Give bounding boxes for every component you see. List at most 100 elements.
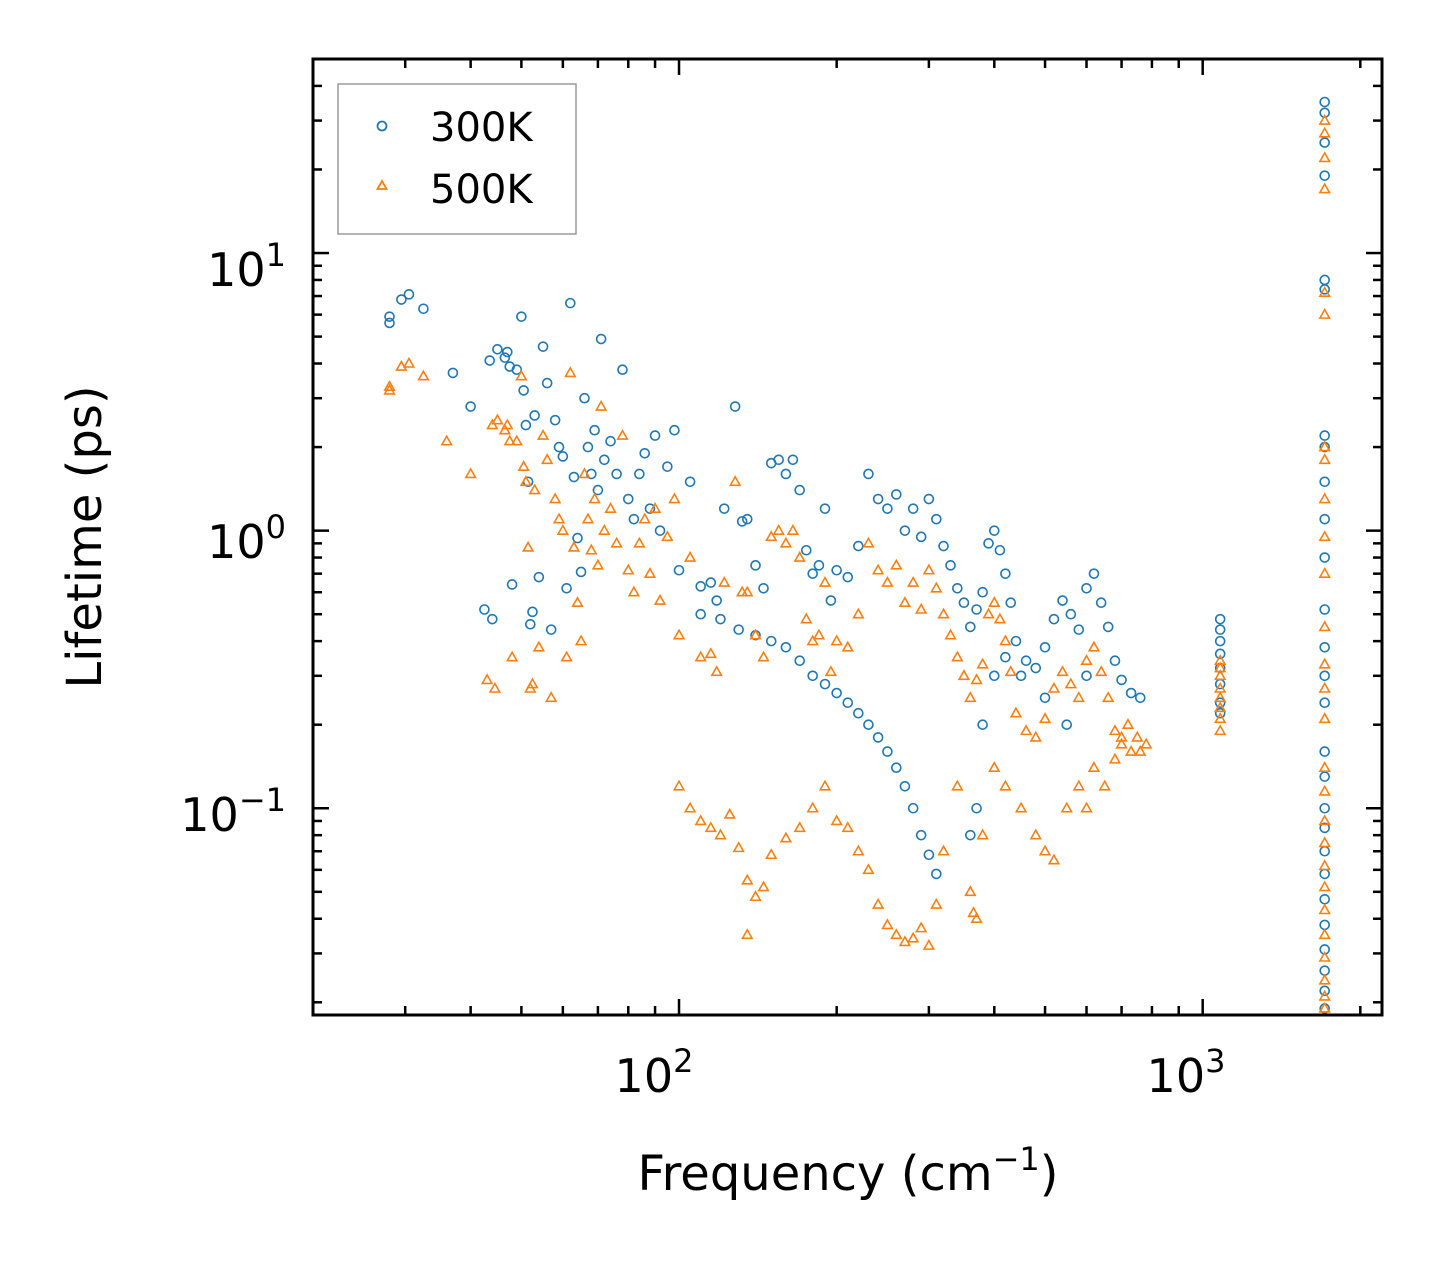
data-point-500k bbox=[383, 380, 396, 392]
data-point-300k bbox=[1039, 692, 1051, 704]
data-point-500k bbox=[1038, 712, 1052, 724]
data-point-300k bbox=[557, 451, 569, 462]
data-point-500k bbox=[1214, 724, 1227, 736]
data-point-500k bbox=[982, 607, 995, 619]
data-point-500k bbox=[1318, 928, 1331, 940]
data-point-300k bbox=[794, 655, 806, 667]
data-point-300k bbox=[958, 597, 970, 609]
data-point-500k bbox=[830, 634, 843, 646]
data-point-500k bbox=[598, 524, 611, 535]
data-point-500k bbox=[1318, 453, 1331, 465]
data-point-300k bbox=[568, 471, 580, 483]
data-point-300k bbox=[1061, 719, 1073, 730]
data-point-500k bbox=[683, 801, 697, 813]
data-point-500k bbox=[779, 536, 793, 548]
data-point-500k bbox=[672, 779, 686, 791]
data-point-300k bbox=[733, 624, 744, 635]
data-point-500k bbox=[622, 563, 635, 575]
data-point-500k bbox=[890, 558, 903, 570]
data-point-500k bbox=[765, 530, 778, 542]
data-point-500k bbox=[922, 563, 936, 575]
data-point-300k bbox=[1319, 746, 1330, 757]
data-point-300k bbox=[617, 364, 628, 375]
data-point-500k bbox=[1318, 286, 1331, 297]
data-point-300k bbox=[611, 468, 622, 480]
data-point-500k bbox=[1318, 440, 1331, 452]
data-point-300k bbox=[1319, 985, 1330, 997]
data-point-300k bbox=[561, 582, 572, 594]
data-point-500k bbox=[1108, 724, 1122, 736]
data-point-500k bbox=[491, 413, 504, 425]
data-point-500k bbox=[718, 575, 731, 587]
data-point-500k bbox=[1318, 814, 1331, 826]
data-point-300k bbox=[965, 829, 976, 841]
data-point-300k bbox=[565, 297, 576, 309]
data-point-500k bbox=[1318, 712, 1331, 724]
data-point-300k bbox=[971, 802, 982, 814]
data-point-500k bbox=[1047, 853, 1061, 865]
data-point-300k bbox=[853, 540, 864, 552]
data-point-300k bbox=[971, 604, 982, 615]
data-point-500k bbox=[1214, 669, 1227, 681]
data-point-500k bbox=[890, 928, 903, 940]
data-point-500k bbox=[1318, 681, 1331, 693]
data-point-500k bbox=[1318, 126, 1331, 138]
data-point-500k bbox=[643, 567, 657, 578]
data-point-300k bbox=[518, 385, 529, 396]
y-tick-label-1: 100 bbox=[207, 508, 286, 569]
data-point-500k bbox=[526, 677, 539, 689]
data-point-500k bbox=[1124, 744, 1138, 756]
data-point-300k bbox=[773, 454, 784, 466]
data-point-300k bbox=[813, 560, 825, 571]
data-point-500k bbox=[732, 841, 745, 853]
data-point-300k bbox=[923, 849, 935, 861]
data-point-300k bbox=[572, 532, 583, 544]
data-point-300k bbox=[872, 732, 884, 743]
data-point-300k bbox=[533, 571, 545, 583]
data-point-300k bbox=[1214, 613, 1226, 625]
data-point-300k bbox=[1048, 613, 1060, 625]
data-point-300k bbox=[384, 311, 395, 322]
data-point-300k bbox=[1319, 670, 1330, 682]
data-point-300k bbox=[780, 642, 792, 653]
data-point-500k bbox=[1029, 828, 1042, 840]
data-point-500k bbox=[976, 657, 989, 669]
data-point-300k bbox=[492, 344, 503, 355]
data-point-500k bbox=[503, 434, 516, 446]
data-point-500k bbox=[1318, 973, 1331, 985]
data-point-500k bbox=[1318, 113, 1331, 125]
data-point-300k bbox=[579, 392, 590, 404]
data-point-300k bbox=[537, 341, 549, 352]
data-point-500k bbox=[519, 475, 533, 487]
data-point-300k bbox=[1319, 170, 1330, 181]
data-point-300k bbox=[499, 352, 511, 363]
data-point-300k bbox=[1088, 568, 1100, 579]
data-point-500k bbox=[510, 434, 523, 446]
data-point-300k bbox=[1039, 642, 1051, 653]
data-point-500k bbox=[1019, 724, 1033, 736]
data-point-500k bbox=[757, 880, 770, 892]
data-point-300k bbox=[711, 595, 722, 606]
data-point-500k bbox=[1318, 182, 1331, 194]
data-point-300k bbox=[736, 516, 748, 527]
data-point-500k bbox=[970, 912, 983, 924]
data-point-300k bbox=[465, 401, 476, 412]
data-point-300k bbox=[994, 544, 1006, 556]
data-point-300k bbox=[989, 670, 1000, 682]
data-point-500k bbox=[402, 356, 416, 368]
data-point-300k bbox=[758, 582, 769, 594]
data-point-300k bbox=[1319, 96, 1330, 108]
data-point-300k bbox=[628, 513, 640, 525]
data-point-300k bbox=[842, 571, 854, 583]
data-point-300k bbox=[1020, 655, 1032, 667]
data-point-500k bbox=[951, 779, 964, 791]
data-point-300k bbox=[553, 441, 565, 453]
data-point-500k bbox=[528, 483, 541, 495]
data-point-500k bbox=[683, 550, 697, 562]
data-point-300k bbox=[765, 635, 777, 647]
data-point-500k bbox=[841, 640, 854, 652]
data-point-300k bbox=[529, 410, 540, 421]
data-point-300k bbox=[1030, 662, 1042, 674]
